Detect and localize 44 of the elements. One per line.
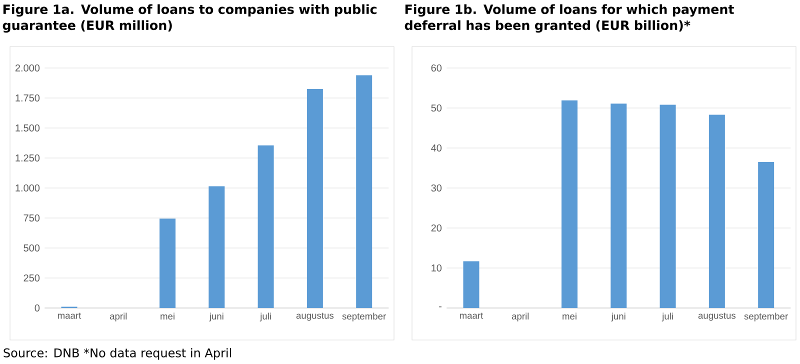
y-tick-label: 1.250 <box>16 154 40 162</box>
y-tick-label: 10 <box>432 264 442 272</box>
y-tick-label: 750 <box>24 214 40 222</box>
x-tick-label: mei <box>562 312 576 320</box>
bar <box>463 261 480 308</box>
bar <box>306 88 323 308</box>
x-tick-label: april <box>512 312 529 322</box>
x-tick-label: april <box>110 312 127 322</box>
x-tick-label: mei <box>160 312 174 320</box>
y-tick-label: 1.000 <box>16 184 40 192</box>
x-tick-label: september <box>744 312 788 322</box>
bar <box>562 100 578 308</box>
y-tick-label: 2.000 <box>15 64 40 72</box>
bar <box>660 104 676 308</box>
bar <box>708 114 725 308</box>
source-note: Source: DNB *No data request in April <box>4 348 232 360</box>
y-tick-label: 60 <box>431 64 442 72</box>
x-tick-label: augustus <box>296 312 334 321</box>
y-tick-label: - <box>439 306 442 308</box>
bar <box>610 104 627 308</box>
x-tick-label: augustus <box>698 312 736 321</box>
x-tick-label: juli <box>662 312 673 322</box>
y-tick-label: 250 <box>24 274 40 282</box>
bar <box>208 186 225 308</box>
y-tick-label: 40 <box>431 144 442 152</box>
bar <box>160 218 176 308</box>
chart-title: Figure 1a. Volume of loans to companies with public guarantee (EUR million) <box>2 4 376 33</box>
x-tick-label: juli <box>260 312 271 322</box>
y-tick-label: 1.750 <box>16 94 40 102</box>
x-tick-label: juni <box>611 312 626 322</box>
x-tick-label: maart <box>460 312 484 319</box>
bar <box>258 145 274 308</box>
y-tick-label: 20 <box>431 224 442 232</box>
y-tick-label: 0 <box>34 304 40 312</box>
y-tick-label: 500 <box>24 244 40 252</box>
y-tick-label: 1.500 <box>16 124 40 132</box>
y-tick-label: 30 <box>431 184 442 192</box>
bar <box>356 75 372 308</box>
chart-title: Figure 1b. Volume of loans for which payment deferral has been granted (EUR billion)* <box>404 4 734 33</box>
x-tick-label: juni <box>209 312 224 322</box>
x-tick-label: september <box>342 312 386 322</box>
y-tick-label: 50 <box>431 104 442 112</box>
bar <box>758 162 774 308</box>
x-tick-label: maart <box>58 312 82 319</box>
